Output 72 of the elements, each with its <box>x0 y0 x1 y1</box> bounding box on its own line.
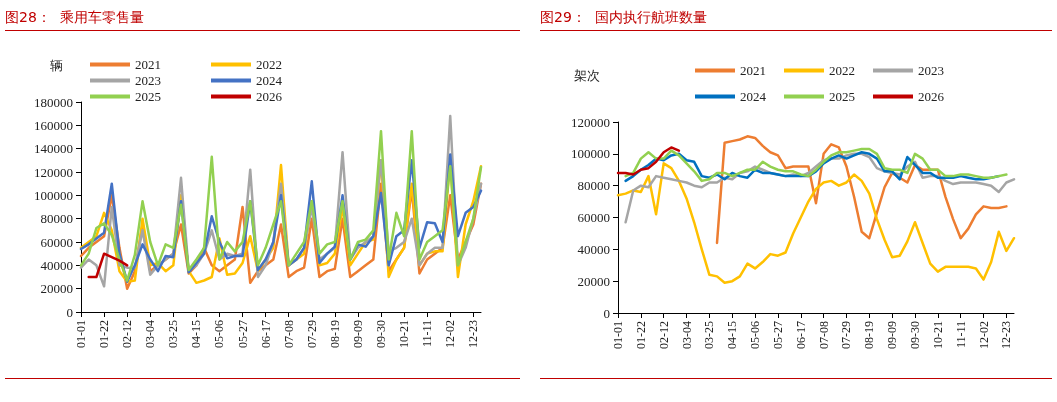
x-tick-label: 09-09 <box>350 320 365 348</box>
chart-title: 图28： 乘用车零售量 <box>5 4 520 31</box>
legend-label: 2022 <box>829 63 855 78</box>
x-tick-label: 01-22 <box>97 320 112 348</box>
x-tick-label: 12-02 <box>976 321 991 349</box>
y-tick-label: 40000 <box>577 241 610 257</box>
legend-label: 2025 <box>135 89 161 104</box>
x-tick-label: 03-04 <box>679 321 694 349</box>
line-series <box>87 252 129 279</box>
legend-label: 2023 <box>135 73 161 88</box>
x-tick-label: 03-04 <box>143 320 158 348</box>
x-tick-label: 02-12 <box>656 321 671 349</box>
x-tick-label: 03-25 <box>702 321 717 349</box>
legend-label: 2023 <box>918 63 944 78</box>
x-tick-label: 11-11 <box>953 321 968 349</box>
y-tick-label: 20000 <box>40 281 73 297</box>
y-axis-title: 架次 <box>574 68 600 83</box>
y-tick-label: 80000 <box>577 178 610 194</box>
line-series <box>616 162 1016 285</box>
x-tick-label: 07-08 <box>281 320 296 348</box>
x-tick-label: 05-06 <box>748 321 763 349</box>
x-tick-label: 07-29 <box>304 320 319 348</box>
x-tick-label: 09-30 <box>374 320 388 348</box>
y-tick-label: 20000 <box>577 273 610 289</box>
x-tick-label: 12-02 <box>443 320 458 348</box>
y-tick-label: 0 <box>66 304 73 320</box>
x-tick-label: 01-01 <box>74 320 88 348</box>
legend-label: 2025 <box>829 89 855 104</box>
line-series <box>616 146 681 176</box>
x-tick-label: 07-08 <box>816 321 831 349</box>
legend-label: 2022 <box>256 57 282 72</box>
y-tick-label: 40000 <box>40 257 73 273</box>
x-tick-label: 04-15 <box>725 321 740 349</box>
x-tick-label: 02-12 <box>120 320 135 348</box>
legend-label: 2024 <box>256 73 283 88</box>
y-tick-label: 120000 <box>571 114 610 130</box>
chart-title: 图29： 国内执行航班数量 <box>540 4 1052 31</box>
y-tick-label: 140000 <box>34 141 73 157</box>
x-tick-label: 08-19 <box>862 321 877 349</box>
y-tick-label: 160000 <box>34 117 73 133</box>
x-tick-label: 09-30 <box>908 321 922 349</box>
x-tick-label: 07-29 <box>839 321 854 349</box>
legend-label: 2026 <box>256 89 283 104</box>
x-tick-label: 05-27 <box>770 321 785 349</box>
legend-label: 2026 <box>918 89 945 104</box>
x-tick-label: 08-19 <box>327 320 342 348</box>
y-tick-label: 80000 <box>40 211 73 227</box>
x-tick-label: 04-15 <box>189 320 204 348</box>
legend-label: 2021 <box>135 57 161 72</box>
x-tick-label: 05-06 <box>212 320 227 348</box>
y-tick-label: 60000 <box>577 210 610 225</box>
y-tick-label: 0 <box>603 305 610 321</box>
legend-label: 2024 <box>740 89 767 104</box>
y-tick-label: 100000 <box>34 187 73 203</box>
legend-label: 2021 <box>740 63 766 78</box>
x-tick-label: 06-17 <box>258 320 273 348</box>
y-tick-label: 180000 <box>34 94 73 110</box>
x-tick-label: 01-22 <box>633 321 648 349</box>
x-tick-label: 12-23 <box>999 321 1014 349</box>
x-tick-label: 06-17 <box>793 321 808 349</box>
x-tick-label: 09-09 <box>885 321 900 349</box>
x-tick-label: 11-11 <box>420 320 435 348</box>
y-tick-label: 120000 <box>34 164 73 180</box>
x-tick-label: 10-21 <box>397 320 412 348</box>
x-tick-label: 01-01 <box>611 321 625 349</box>
x-tick-label: 12-23 <box>466 320 481 348</box>
y-axis-title: 辆 <box>50 58 63 73</box>
y-tick-label: 60000 <box>40 234 73 250</box>
x-tick-label: 03-25 <box>166 320 181 348</box>
y-tick-label: 100000 <box>571 146 610 162</box>
x-tick-label: 10-21 <box>930 321 945 349</box>
x-tick-label: 05-27 <box>235 320 250 348</box>
